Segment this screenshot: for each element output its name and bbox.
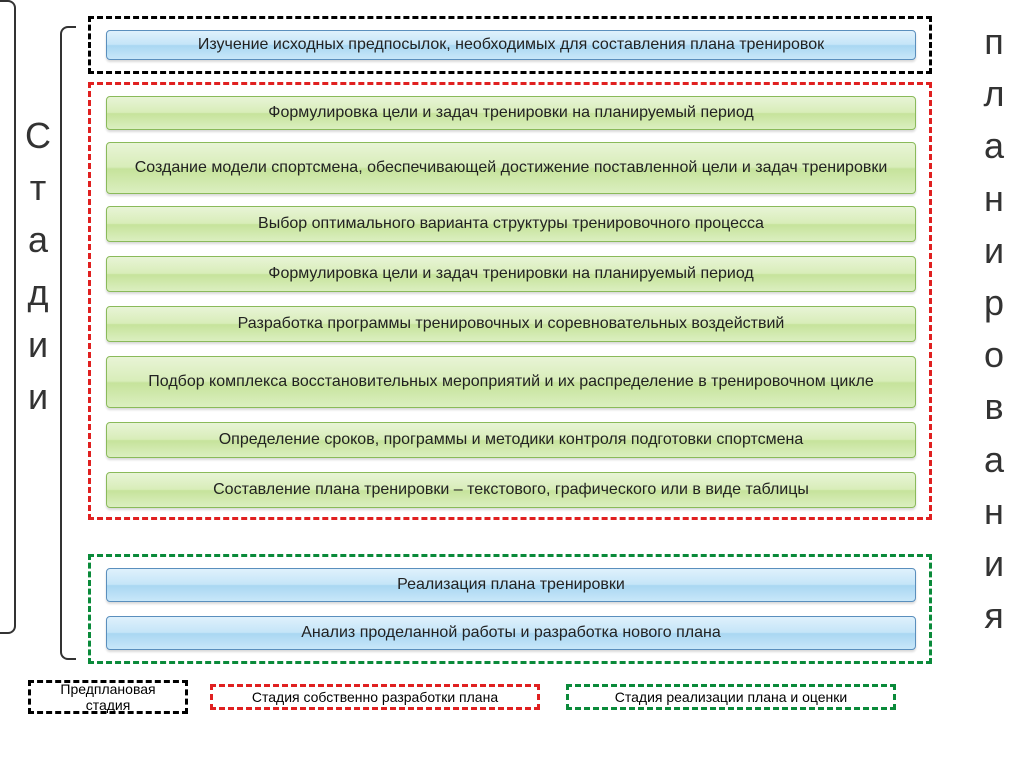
stage-box-10: Реализация плана тренировки (106, 568, 916, 602)
legend-1: Предплановая стадия (28, 680, 188, 714)
stage-box-6: Разработка программы тренировочных и сор… (106, 306, 916, 342)
right-vertical-label: планирования (974, 16, 1014, 642)
legend-2: Стадия собственно разработки плана (210, 684, 540, 710)
stage-box-4: Выбор оптимального варианта структуры тр… (106, 206, 916, 242)
left-vertical-label: Стадии (18, 110, 58, 423)
stage-box-9: Составление плана тренировки – текстовог… (106, 472, 916, 508)
stage-box-5: Формулировка цели и задач тренировки на … (106, 256, 916, 292)
legend-3: Стадия реализации плана и оценки (566, 684, 896, 710)
stage-box-7: Подбор комплекса восстановительных мероп… (106, 356, 916, 408)
stage-box-8: Определение сроков, программы и методики… (106, 422, 916, 458)
stage-box-11: Анализ проделанной работы и разработка н… (106, 616, 916, 650)
stage-box-3: Создание модели спортсмена, обеспечивающ… (106, 142, 916, 194)
stage-box-2: Формулировка цели и задач тренировки на … (106, 96, 916, 130)
right-brace (0, 0, 16, 634)
left-brace (60, 26, 76, 660)
stage-box-1: Изучение исходных предпосылок, необходим… (106, 30, 916, 60)
